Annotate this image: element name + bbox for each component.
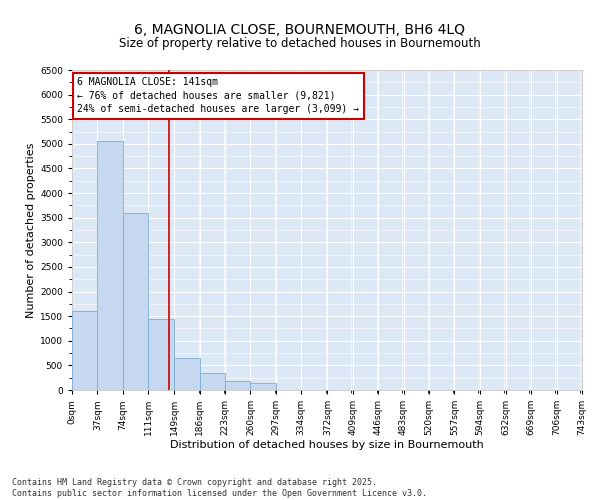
- Bar: [174, 358, 200, 390]
- Text: 6 MAGNOLIA CLOSE: 141sqm
← 76% of detached houses are smaller (9,821)
24% of sem: 6 MAGNOLIA CLOSE: 141sqm ← 76% of detach…: [77, 78, 359, 114]
- Bar: [250, 383, 276, 390]
- Bar: [72, 311, 97, 390]
- Bar: [148, 318, 174, 390]
- Text: Contains HM Land Registry data © Crown copyright and database right 2025.
Contai: Contains HM Land Registry data © Crown c…: [12, 478, 427, 498]
- X-axis label: Distribution of detached houses by size in Bournemouth: Distribution of detached houses by size …: [170, 440, 484, 450]
- Bar: [97, 142, 123, 390]
- Bar: [225, 381, 250, 390]
- Text: 6, MAGNOLIA CLOSE, BOURNEMOUTH, BH6 4LQ: 6, MAGNOLIA CLOSE, BOURNEMOUTH, BH6 4LQ: [134, 22, 466, 36]
- Text: Size of property relative to detached houses in Bournemouth: Size of property relative to detached ho…: [119, 38, 481, 51]
- Bar: [123, 213, 148, 390]
- Bar: [200, 374, 225, 390]
- Y-axis label: Number of detached properties: Number of detached properties: [26, 142, 36, 318]
